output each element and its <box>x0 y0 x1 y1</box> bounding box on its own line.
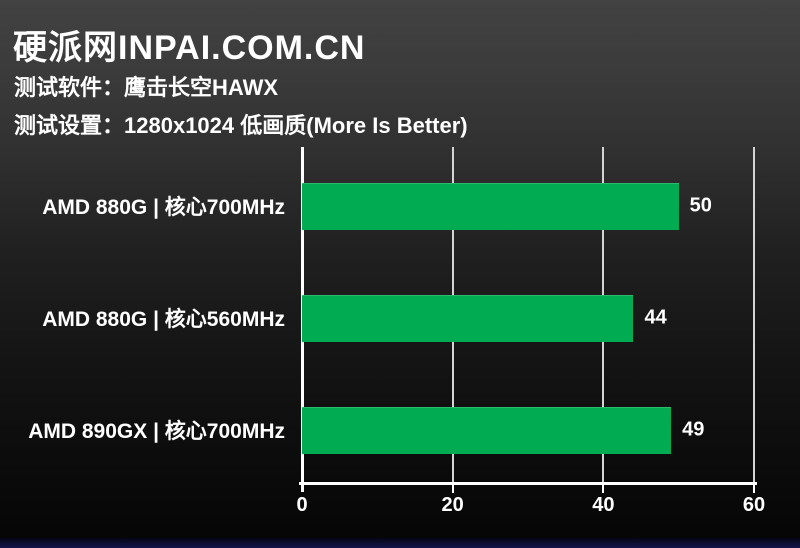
site-title: 硬派网INPAI.COM.CN <box>13 29 366 67</box>
bottom-blue-strip <box>0 537 800 548</box>
bar-value-label: 49 <box>682 418 705 441</box>
test-setting-label: 测试设置： <box>14 113 125 138</box>
test-setting-line: 测试设置：1280x1024 低画质(More Is Better) <box>14 108 468 140</box>
test-software-label: 测试软件： <box>14 75 125 100</box>
bar-value-label: 44 <box>644 306 667 329</box>
bar-label: AMD 890GX | 核心700MHz <box>28 420 285 443</box>
bar-label: AMD 880G | 核心560MHz <box>42 308 285 331</box>
x-tick-40 <box>602 485 605 493</box>
x-tick-label: 20 <box>441 494 464 516</box>
test-setting-value: 1280x1024 低画质(More Is Better) <box>124 113 468 138</box>
bar <box>302 182 679 230</box>
test-software-line: 测试软件：鹰击长空HAWX <box>14 70 278 102</box>
bar-label: AMD 880G | 核心700MHz <box>42 196 285 219</box>
gridline-60 <box>753 147 755 483</box>
x-tick-label: 0 <box>296 494 308 516</box>
x-tick-label: 60 <box>742 494 766 516</box>
x-axis-line <box>299 482 757 485</box>
test-software-value: 鹰击长空HAWX <box>124 75 279 100</box>
x-tick-label: 40 <box>592 494 615 516</box>
bar <box>302 294 634 342</box>
bar-value-label: 50 <box>689 194 712 217</box>
x-tick-20 <box>451 485 454 493</box>
bar <box>302 406 672 454</box>
x-tick-60 <box>753 485 755 493</box>
